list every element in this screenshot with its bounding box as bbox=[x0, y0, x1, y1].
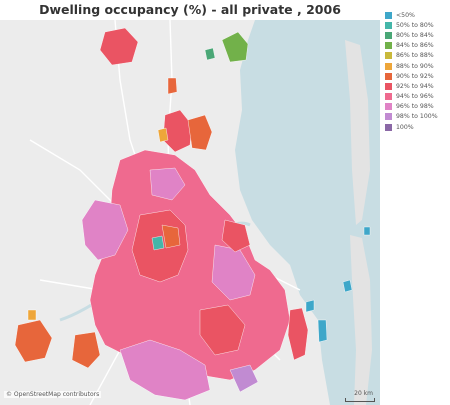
legend-item[interactable]: 92% to 94% bbox=[385, 81, 448, 91]
region-south-red bbox=[199, 304, 246, 356]
legend-label: 88% to 90% bbox=[396, 62, 434, 70]
region-north-red bbox=[162, 109, 193, 153]
legend-swatch bbox=[385, 123, 392, 131]
legend-item[interactable]: 98% to 100% bbox=[385, 112, 448, 122]
region-green-north-2 bbox=[204, 47, 216, 61]
legend-label: 100% bbox=[396, 123, 414, 131]
legend-item[interactable]: 88% to 90% bbox=[385, 61, 448, 71]
legend-swatch bbox=[385, 21, 392, 29]
region-gold-southwest bbox=[27, 309, 37, 321]
legend: <50% 50% to 80% 80% to 84% 84% to 86% 86… bbox=[385, 10, 448, 132]
region-northwest-red bbox=[99, 27, 139, 66]
legend-item[interactable]: 84% to 86% bbox=[385, 41, 448, 51]
moreton-island bbox=[345, 40, 370, 225]
region-south-orchid bbox=[119, 339, 211, 401]
legend-swatch bbox=[385, 82, 392, 90]
region-teal-centre bbox=[151, 235, 165, 251]
stradbroke-island bbox=[350, 235, 372, 405]
suburb-regions bbox=[14, 27, 371, 401]
legend-item[interactable]: 90% to 92% bbox=[385, 71, 448, 81]
legend-label: 94% to 96% bbox=[396, 93, 434, 101]
region-green-north bbox=[221, 31, 249, 63]
legend-item[interactable]: 100% bbox=[385, 122, 448, 132]
moreton-bay bbox=[235, 20, 380, 405]
region-west-orchid bbox=[81, 199, 129, 261]
legend-swatch bbox=[385, 93, 392, 101]
legend-label: <50% bbox=[396, 11, 415, 19]
legend-swatch bbox=[385, 62, 392, 70]
legend-swatch bbox=[385, 113, 392, 121]
legend-item[interactable]: 80% to 84% bbox=[385, 30, 448, 40]
region-centre-orange bbox=[161, 224, 181, 249]
map-title: Dwelling occupancy (%) - all private , 2… bbox=[39, 2, 341, 17]
region-far-north-orange bbox=[167, 77, 178, 95]
legend-item[interactable]: <50% bbox=[385, 10, 448, 20]
region-southeast-red bbox=[287, 307, 309, 361]
legend-item[interactable]: 94% to 96% bbox=[385, 92, 448, 102]
legend-item[interactable]: 96% to 98% bbox=[385, 102, 448, 112]
map-canvas bbox=[14, 20, 380, 405]
legend-swatch bbox=[385, 31, 392, 39]
scale-label: 20 km bbox=[354, 390, 373, 397]
region-blue-bay-2 bbox=[317, 319, 328, 343]
legend-label: 90% to 92% bbox=[396, 72, 434, 80]
region-blue-bay-3 bbox=[305, 299, 315, 313]
legend-label: 92% to 94% bbox=[396, 82, 434, 90]
legend-item[interactable]: 50% to 80% bbox=[385, 20, 448, 30]
map-attribution: © OpenStreetMap contributors bbox=[4, 391, 102, 398]
legend-label: 98% to 100% bbox=[396, 113, 438, 121]
region-east-red bbox=[221, 219, 251, 253]
region-southwest-orange-2 bbox=[71, 331, 101, 369]
region-north-orange bbox=[187, 114, 213, 151]
legend-label: 84% to 86% bbox=[396, 42, 434, 50]
region-southwest-orange bbox=[14, 319, 53, 363]
region-gold-north bbox=[157, 127, 169, 143]
legend-item[interactable]: 86% to 88% bbox=[385, 51, 448, 61]
scale-bar bbox=[345, 398, 375, 402]
region-lavender-south bbox=[229, 364, 259, 393]
legend-label: 50% to 80% bbox=[396, 21, 434, 29]
region-north-orchid bbox=[149, 167, 186, 201]
region-blue-bay bbox=[342, 279, 353, 293]
legend-swatch bbox=[385, 72, 392, 80]
legend-swatch bbox=[385, 103, 392, 111]
legend-swatch bbox=[385, 11, 392, 19]
choropleth-map[interactable]: © OpenStreetMap contributors 20 km bbox=[0, 20, 380, 405]
legend-label: 96% to 98% bbox=[396, 103, 434, 111]
legend-swatch bbox=[385, 42, 392, 50]
legend-label: 86% to 88% bbox=[396, 52, 434, 60]
legend-swatch bbox=[385, 52, 392, 60]
region-east-orchid bbox=[211, 244, 256, 301]
region-blue-north bbox=[363, 226, 371, 236]
legend-label: 80% to 84% bbox=[396, 31, 434, 39]
